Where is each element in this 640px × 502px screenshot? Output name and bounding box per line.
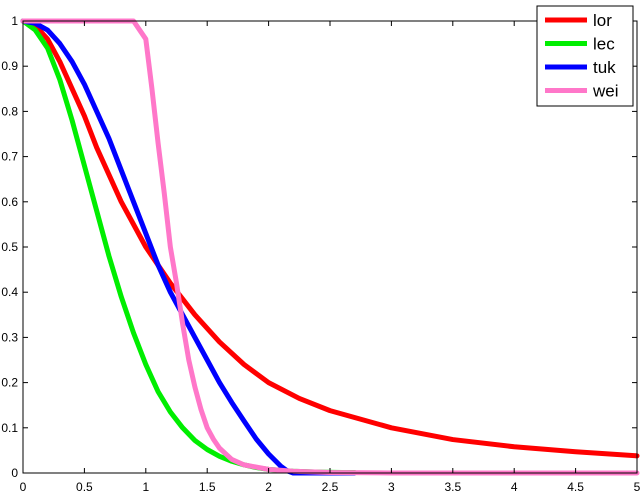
x-axis: 0 0.5 1 1.5 2 2.5 3 3.5 4 4.5 5 bbox=[20, 21, 640, 494]
legend-label-wei: wei bbox=[592, 82, 619, 101]
x-tick-label: 1 bbox=[142, 480, 149, 494]
legend-label-tuk: tuk bbox=[593, 58, 616, 77]
x-tick-label: 1.5 bbox=[199, 480, 216, 494]
x-tick-label: 5 bbox=[634, 480, 640, 494]
x-tick-label: 3 bbox=[388, 480, 395, 494]
x-tick-label: 0 bbox=[20, 480, 27, 494]
x-tick-label: 2 bbox=[265, 480, 272, 494]
y-tick-label: 0.2 bbox=[1, 376, 18, 390]
series-line-wei bbox=[20, 18, 640, 476]
x-tick-label: 4 bbox=[511, 480, 518, 494]
x-tick-label: 0.5 bbox=[76, 480, 93, 494]
y-tick-label: 0.4 bbox=[1, 285, 18, 299]
legend-label-lor: lor bbox=[593, 11, 612, 30]
y-tick-label: 0 bbox=[11, 466, 18, 480]
series-line-tuk bbox=[20, 18, 358, 476]
y-tick-label: 0.5 bbox=[1, 240, 18, 254]
y-tick-label: 0.3 bbox=[1, 330, 18, 344]
x-tick-label: 2.5 bbox=[322, 480, 339, 494]
y-axis: 0 0.1 0.2 0.3 0.4 0.5 0.6 0.7 0.8 0.9 1 bbox=[1, 14, 637, 480]
legend: lor lec tuk wei bbox=[536, 5, 634, 107]
y-tick-label: 0.6 bbox=[1, 195, 18, 209]
y-tick-label: 0.7 bbox=[1, 150, 18, 164]
y-tick-label: 0.8 bbox=[1, 104, 18, 118]
y-tick-label: 1 bbox=[11, 14, 18, 28]
y-tick-label: 0.1 bbox=[1, 421, 18, 435]
legend-label-lec: lec bbox=[593, 35, 615, 54]
x-tick-label: 4.5 bbox=[567, 480, 584, 494]
y-tick-label: 0.9 bbox=[1, 59, 18, 73]
series-line-lor bbox=[20, 18, 640, 459]
x-tick-label: 3.5 bbox=[444, 480, 461, 494]
